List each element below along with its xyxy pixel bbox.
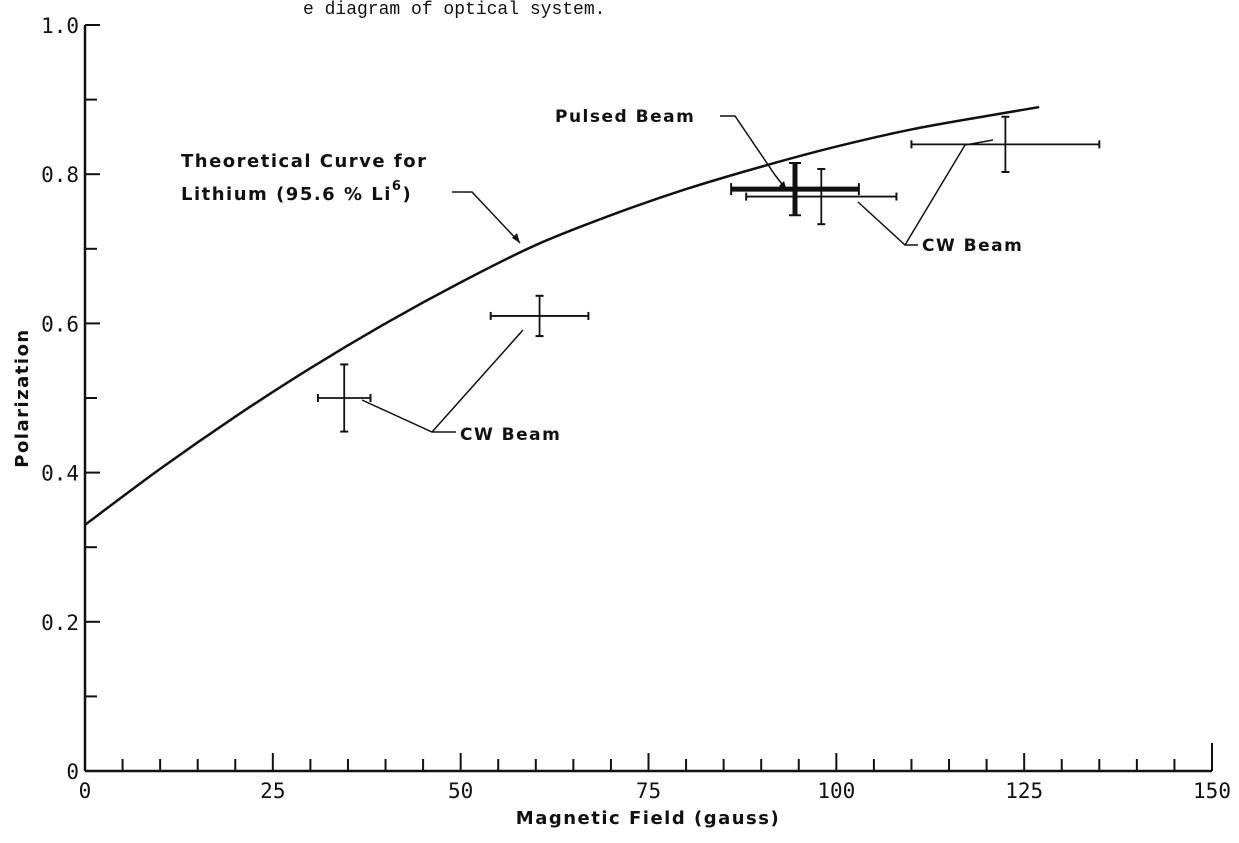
x-tick-label: 100 [817, 779, 855, 803]
y-ticks [85, 98, 100, 698]
y-tick-labels: 0 0.2 0.4 0.6 0.8 1.0 [41, 14, 79, 784]
axes [83, 24, 1212, 773]
y-tick-label: 0.2 [41, 611, 79, 635]
cw-beam-point [316, 363, 372, 433]
y-tick-label: 0.6 [41, 312, 79, 336]
y-tick-label: 1.0 [41, 14, 79, 38]
theory-annotation-line1: Theoretical Curve for [181, 151, 427, 172]
cw-beam-annotation-upper: CW Beam [922, 236, 1023, 256]
theory-leader-line [452, 191, 521, 244]
y-axis-label: Polarization [12, 328, 33, 468]
pulsed-beam-point [730, 162, 860, 217]
cw-beam-annotation-lower: CW Beam [460, 425, 561, 445]
caption-fragment: e diagram of optical system. [303, 0, 605, 20]
theory-leader-arrow [512, 233, 520, 243]
cw-beam-point [489, 294, 590, 338]
cw-beam-point [910, 115, 1101, 173]
theory-annotation-prefix: Lithium (95.6 % Li [181, 184, 392, 205]
pulsed-leader-arrow [779, 181, 787, 191]
cw-upper-leader-line-2 [904, 139, 994, 246]
y-tick-label: 0 [66, 760, 79, 784]
x-tick-label: 125 [1005, 779, 1043, 803]
annotations: Theoretical Curve for Lithium (95.6 % Li… [181, 107, 1023, 445]
cw-lower-leader-line-2 [431, 329, 524, 433]
theory-curve-line [84, 105, 1040, 526]
theory-annotation-suffix: ) [402, 184, 412, 205]
x-tick-label: 25 [260, 779, 285, 803]
x-ticks [121, 743, 1213, 771]
theory-annotation-line2: Lithium (95.6 % Li6) [181, 179, 412, 205]
x-tick-labels: 0 25 50 75 100 125 150 [79, 779, 1231, 803]
pulsed-beam-annotation: Pulsed Beam [555, 107, 695, 127]
x-tick-label: 150 [1193, 779, 1231, 803]
x-tick-label: 75 [636, 779, 661, 803]
theory-annotation-superscript: 6 [392, 179, 403, 194]
x-tick-label: 0 [79, 779, 92, 803]
x-axis-label: Magnetic Field (gauss) [516, 808, 780, 829]
y-tick-label: 0.8 [41, 163, 79, 187]
x-tick-label: 50 [448, 779, 473, 803]
pulsed-leader-line [720, 115, 786, 189]
cw-lower-leader-line-1 [361, 399, 456, 433]
data-points [316, 115, 1101, 433]
y-tick-label: 0.4 [41, 462, 79, 486]
cw-beam-point [745, 167, 898, 226]
